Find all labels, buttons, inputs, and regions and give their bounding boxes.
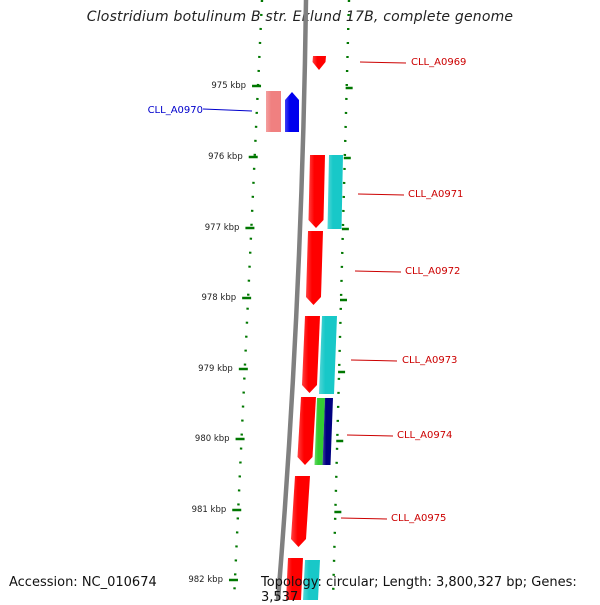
cds-arrow <box>286 558 303 600</box>
scale-tick-label: 975 kbp <box>211 81 246 91</box>
gene-leader-line <box>346 434 394 437</box>
cds-block <box>266 91 281 132</box>
cds-arrow <box>297 397 316 465</box>
cds-arrow <box>308 155 325 228</box>
gene-leader-line <box>202 108 253 112</box>
gene-label: CLL_A0973 <box>402 355 457 366</box>
cds-block <box>322 398 333 465</box>
gene-label: CLL_A0969 <box>411 57 466 68</box>
map-title: Clostridium botulinum B str. Eklund 17B,… <box>86 9 514 25</box>
cds-block <box>319 316 337 394</box>
cds-block <box>327 155 343 229</box>
scale-tick-label: 982 kbp <box>188 575 223 585</box>
scale-tick-label: 980 kbp <box>195 434 230 444</box>
scale-tick-label: 978 kbp <box>201 293 236 303</box>
cds-arrow <box>302 316 320 393</box>
gene-leader-line <box>340 517 388 520</box>
genome-backbone <box>275 0 309 600</box>
scale-tick-label: 977 kbp <box>205 223 240 233</box>
gene-leader-line <box>357 193 405 196</box>
gene-leader-line <box>359 61 407 64</box>
scale-tick-label: 976 kbp <box>208 152 243 162</box>
cds-arrow <box>285 92 299 132</box>
cds-arrow <box>312 56 326 70</box>
scale-tick-label: 981 kbp <box>192 505 227 515</box>
cds-block <box>314 398 325 465</box>
scale-tick-label: 979 kbp <box>198 364 233 374</box>
accession-label: Accession: NC_010674 <box>9 575 157 590</box>
gene-label: CLL_A0972 <box>405 266 460 277</box>
cds-arrow <box>306 231 323 305</box>
cds-arrow <box>291 476 310 547</box>
gene-leader-line <box>354 270 402 273</box>
cds-block <box>303 560 320 600</box>
gene-label: CLL_A0975 <box>391 513 446 524</box>
gene-label: CLL_A0974 <box>397 430 452 441</box>
gene-label: CLL_A0971 <box>408 189 463 200</box>
gene-label: CLL_A0970 <box>148 105 203 116</box>
genome-summary: Topology: circular; Length: 3,800,327 bp… <box>261 575 577 605</box>
gene-leader-line <box>350 359 398 362</box>
